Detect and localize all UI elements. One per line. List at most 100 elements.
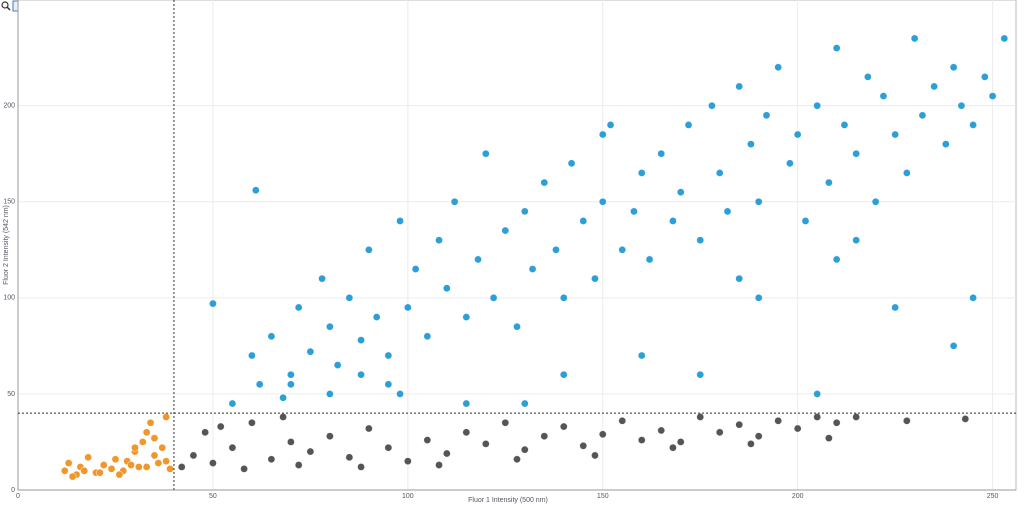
data-point (676, 438, 685, 446)
data-point (559, 422, 568, 431)
y-tick-label: 150 (3, 199, 15, 206)
data-point (871, 197, 880, 206)
zoom-button[interactable] (1, 1, 11, 11)
data-point (754, 432, 763, 441)
y-tick-label: 100 (3, 295, 15, 302)
data-point (501, 226, 510, 235)
x-tick-label: 100 (402, 493, 414, 500)
data-point (384, 380, 393, 389)
data-point (107, 464, 116, 473)
data-point (824, 434, 833, 443)
data-point (793, 424, 802, 433)
data-point (501, 418, 510, 427)
data-point (754, 293, 763, 302)
data-point (618, 245, 627, 254)
data-point (902, 169, 911, 177)
data-point (481, 439, 490, 448)
data-point (832, 418, 841, 427)
data-point (552, 245, 560, 254)
data-point (306, 347, 315, 356)
data-point (306, 447, 315, 456)
data-point (111, 455, 120, 464)
data-point (95, 468, 104, 477)
data-point (162, 413, 171, 421)
data-point (637, 351, 646, 360)
data-point (832, 44, 841, 52)
data-point (364, 424, 373, 433)
data-point (832, 255, 841, 264)
data-point (747, 140, 755, 149)
data-point (598, 430, 607, 439)
data-point (785, 159, 794, 168)
data-point (209, 459, 217, 467)
data-point (142, 428, 151, 437)
data-point (591, 451, 599, 460)
data-point (357, 370, 365, 379)
data-point (248, 351, 256, 360)
data-point (166, 464, 174, 473)
data-point (286, 370, 295, 379)
data-point (142, 463, 151, 471)
data-point (209, 299, 217, 308)
data-point (930, 82, 939, 91)
data-point (474, 255, 482, 264)
data-point (840, 121, 849, 129)
data-point (442, 449, 451, 458)
data-point (735, 274, 744, 283)
data-point (715, 169, 724, 177)
data-point (228, 443, 237, 452)
data-point (559, 293, 568, 302)
data-point (462, 313, 471, 321)
data-point (696, 413, 705, 421)
data-point (442, 284, 451, 293)
data-point (540, 178, 549, 187)
data-point (481, 149, 490, 158)
data-point (579, 217, 588, 225)
data-point (267, 332, 276, 341)
data-point (396, 217, 404, 225)
data-point (403, 303, 412, 312)
data-point (715, 428, 724, 437)
data-point (879, 92, 888, 100)
data-point (520, 445, 529, 454)
data-point (735, 82, 744, 91)
data-point (540, 432, 549, 441)
data-point (949, 341, 958, 350)
data-point (941, 140, 950, 149)
data-point (357, 336, 365, 345)
x-tick-label: 150 (597, 493, 609, 500)
data-point (80, 466, 89, 475)
data-point (1000, 34, 1009, 43)
data-point (918, 111, 927, 120)
data-point (988, 92, 997, 100)
data-point (68, 472, 77, 481)
x-tick-label: 50 (209, 493, 217, 500)
data-point (150, 451, 159, 460)
y-tick-label: 200 (3, 103, 15, 110)
data-point (645, 255, 654, 264)
data-point (793, 130, 802, 139)
data-point (801, 217, 810, 225)
data-point (957, 101, 966, 110)
data-point (735, 420, 744, 429)
data-point (747, 439, 755, 448)
data-point (423, 436, 432, 444)
x-axis-label: Fluor 1 Intensity (500 nm) (468, 497, 548, 504)
data-point (891, 303, 900, 312)
data-point (286, 380, 295, 389)
data-point (146, 418, 155, 427)
data-point (99, 461, 108, 469)
y-tick-label: 0 (11, 487, 15, 494)
data-point (248, 418, 256, 427)
data-point (150, 434, 159, 443)
data-point (852, 149, 861, 158)
data-point (294, 461, 303, 469)
data-point (64, 459, 73, 467)
x-tick-label: 250 (987, 493, 999, 500)
data-point (520, 207, 529, 216)
data-point (127, 461, 135, 469)
data-point (813, 101, 822, 110)
data-point (684, 121, 693, 129)
data-point (961, 415, 970, 423)
data-point (902, 416, 911, 425)
